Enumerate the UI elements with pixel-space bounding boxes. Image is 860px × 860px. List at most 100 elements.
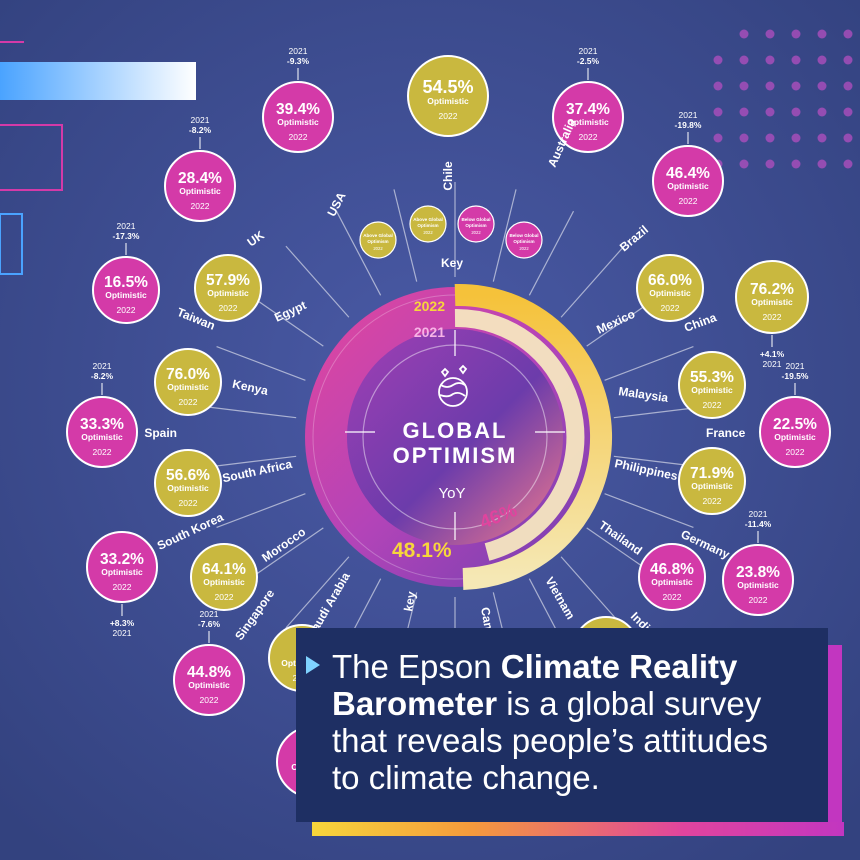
country-bubble: 55.3%Optimistic 2022	[678, 351, 746, 419]
bubble-optimistic-label: Optimistic	[691, 385, 733, 395]
bubble-optimistic-label: Optimistic	[649, 288, 691, 298]
bubble-optimistic-label: Optimistic	[651, 577, 693, 587]
country-bubble: 71.9%Optimistic 2022	[678, 447, 746, 515]
country-bubble: 46.8%Optimistic 2022	[638, 543, 706, 611]
prior-year-label: 2021	[113, 628, 132, 638]
bubble-circle	[759, 396, 831, 468]
year-2022-label: 2022	[414, 298, 445, 314]
bubble-optimistic-label: Optimistic	[277, 117, 319, 127]
bubble-value: 33.2%	[100, 551, 144, 568]
bubble-value: 46.4%	[666, 165, 710, 182]
decor-dot	[713, 55, 723, 65]
bubble-value: 54.5%	[422, 77, 473, 97]
country-name: Malaysia	[618, 384, 670, 405]
spoke-line	[393, 189, 418, 282]
decor-dot	[791, 29, 801, 39]
country-bubble: 39.4%Optimistic 2022 2021-9.3%	[262, 46, 334, 153]
decor-dot	[765, 55, 775, 65]
bubble-value: 71.9%	[690, 465, 734, 482]
bubble-value: 46.8%	[650, 561, 694, 578]
bubble-value: 64.1%	[202, 561, 246, 578]
bubble-year: 2022	[679, 196, 698, 206]
bubble-circle	[722, 544, 794, 616]
decor-dot	[843, 133, 853, 143]
country-bubble: 57.9%Optimistic 2022	[194, 254, 262, 322]
bubble-value: 44.8%	[187, 664, 231, 681]
key-item-foot: 2022	[519, 246, 529, 251]
decor-dot	[739, 55, 749, 65]
bubble-circle	[678, 351, 746, 419]
bubble-value: 28.4%	[178, 170, 222, 187]
bubble-circle	[86, 531, 158, 603]
decor-dot	[791, 55, 801, 65]
decor-dot	[843, 81, 853, 91]
decor-dot	[817, 29, 827, 39]
bubble-year: 2022	[439, 111, 458, 121]
info-box-gradient-bar	[312, 822, 844, 836]
decor-dot	[765, 107, 775, 117]
bubble-value: 76.2%	[750, 281, 794, 298]
gauge-inner-disc	[347, 329, 563, 545]
key-item-foot: 2022	[423, 230, 433, 235]
bubble-value: 56.6%	[166, 467, 210, 484]
key-item-text: Below Global	[461, 217, 490, 222]
bubble-value: 22.5%	[773, 416, 817, 433]
bubble-optimistic-label: Optimistic	[751, 297, 793, 307]
bubble-circle	[262, 81, 334, 153]
spoke-line	[201, 455, 297, 469]
country-bubble: 23.8%Optimistic 2022 2021-11.4%	[722, 509, 794, 616]
decor-gradient-bar	[0, 62, 196, 100]
decor-dot	[817, 133, 827, 143]
bubble-circle	[190, 543, 258, 611]
decor-dot	[739, 81, 749, 91]
bubble-value: 16.5%	[104, 274, 148, 291]
change-value: -11.4%	[745, 519, 772, 529]
bubble-value: 37.4%	[566, 101, 610, 118]
decor-box	[0, 213, 23, 275]
prior-year-label: 2021	[93, 361, 112, 371]
bubble-value: 55.3%	[690, 369, 734, 386]
bubble-optimistic-label: Optimistic	[691, 481, 733, 491]
spoke-line	[560, 245, 625, 318]
info-text-2: is a global survey that reveals people’s…	[332, 685, 769, 796]
decor-dot	[765, 159, 775, 169]
change-value: +4.1%	[760, 349, 785, 359]
country-name: Chile	[441, 161, 455, 191]
decor-dot	[713, 107, 723, 117]
bubble-year: 2022	[113, 582, 132, 592]
arc-2022	[454, 283, 613, 590]
bubble-year: 2022	[179, 397, 198, 407]
bubble-year: 2022	[661, 303, 680, 313]
decor-dot	[713, 133, 723, 143]
country-bubble: 37.4%Optimistic 2022 2021-2.5%	[552, 46, 624, 153]
bubble-circle	[652, 145, 724, 217]
globe-heart-icon	[438, 364, 468, 407]
decor-bracket	[0, 124, 63, 191]
gauge-title-line1: GLOBAL	[403, 418, 508, 443]
bubble-optimistic-label: Optimistic	[427, 96, 469, 106]
key-item-text: Optimism	[465, 223, 486, 228]
bubble-circle	[92, 256, 160, 324]
key-item-text: Above Global	[363, 233, 393, 238]
decor-dot	[713, 81, 723, 91]
bubble-year: 2022	[93, 447, 112, 457]
decor-dot-grid	[713, 29, 853, 169]
info-text-bold: Climate Reality Barometer	[332, 648, 738, 722]
bubble-year: 2022	[117, 305, 136, 315]
spoke-lines	[201, 182, 709, 692]
decor-dot	[843, 55, 853, 65]
decor-dot	[739, 29, 749, 39]
bubble-circle	[407, 55, 489, 137]
prior-year-label: 2021	[763, 359, 782, 369]
country-name: Spain	[144, 426, 177, 440]
bubble-circle	[552, 81, 624, 153]
bubble-optimistic-label: Optimistic	[179, 186, 221, 196]
spoke-line	[604, 493, 694, 528]
bubble-optimistic-label: Optimistic	[167, 483, 209, 493]
decor-dot	[791, 107, 801, 117]
bubble-year: 2022	[289, 132, 308, 142]
bubble-optimistic-label: Optimistic	[567, 117, 609, 127]
bubble-circle	[164, 150, 236, 222]
